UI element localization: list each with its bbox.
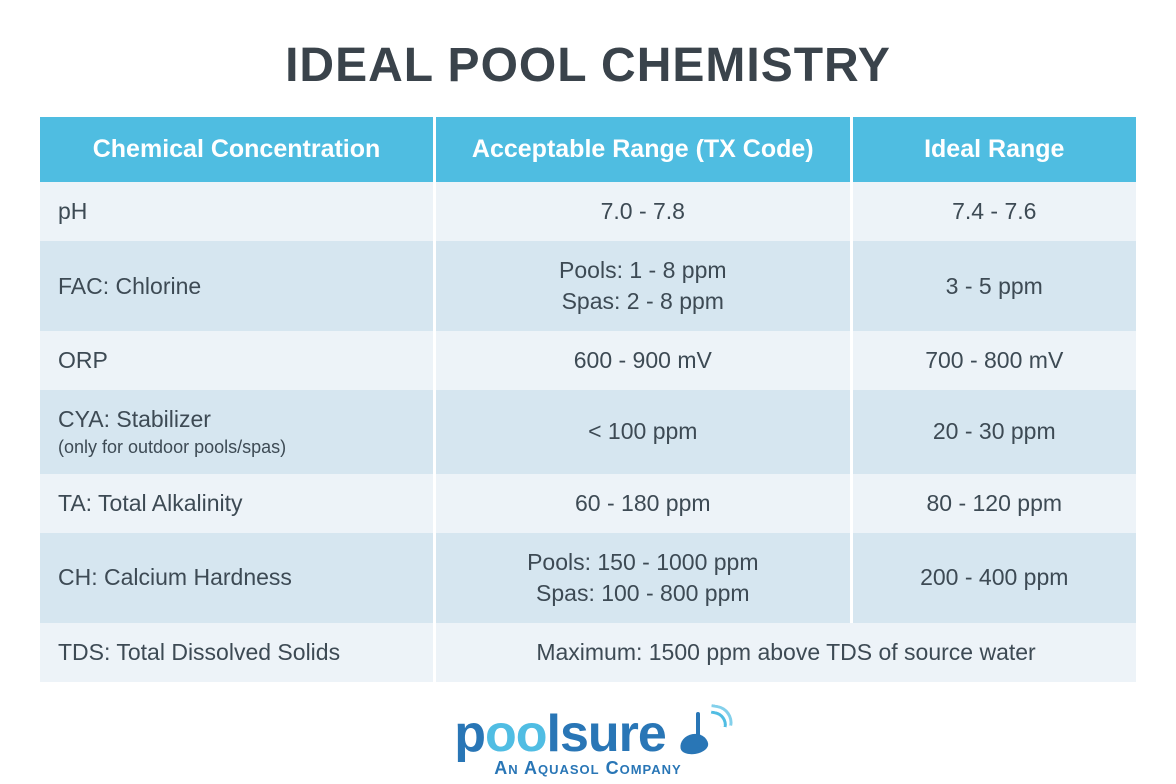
- logo-wordmark: poolsure: [454, 704, 722, 764]
- table-row: CYA: Stabilizer(only for outdoor pools/s…: [40, 390, 1136, 473]
- spanned-value: Maximum: 1500 ppm above TDS of source wa…: [435, 623, 1136, 682]
- acceptable-range: 7.0 - 7.8: [435, 182, 851, 241]
- ideal-range: 700 - 800 mV: [851, 331, 1136, 390]
- chemical-label: TA: Total Alkalinity: [40, 474, 435, 533]
- column-header: Ideal Range: [851, 117, 1136, 182]
- chemical-label: ORP: [40, 331, 435, 390]
- brand-logo: poolsure An Aquasol Company: [40, 704, 1136, 779]
- table-row: CH: Calcium HardnessPools: 150 - 1000 pp…: [40, 533, 1136, 623]
- acceptable-range: Pools: 150 - 1000 ppmSpas: 100 - 800 ppm: [435, 533, 851, 623]
- chemical-label: FAC: Chlorine: [40, 241, 435, 331]
- chemical-label: pH: [40, 182, 435, 241]
- chemical-label: CH: Calcium Hardness: [40, 533, 435, 623]
- acceptable-range: < 100 ppm: [435, 390, 851, 473]
- ideal-range: 3 - 5 ppm: [851, 241, 1136, 331]
- splash-icon: [674, 710, 722, 758]
- column-header: Chemical Concentration: [40, 117, 435, 182]
- column-header: Acceptable Range (TX Code): [435, 117, 851, 182]
- table-row: TDS: Total Dissolved SolidsMaximum: 1500…: [40, 623, 1136, 682]
- chemical-label: CYA: Stabilizer(only for outdoor pools/s…: [40, 390, 435, 473]
- ideal-range: 20 - 30 ppm: [851, 390, 1136, 473]
- table-row: pH7.0 - 7.87.4 - 7.6: [40, 182, 1136, 241]
- page-title: IDEAL POOL CHEMISTRY: [40, 38, 1136, 93]
- ideal-range: 80 - 120 ppm: [851, 474, 1136, 533]
- acceptable-range: Pools: 1 - 8 ppmSpas: 2 - 8 ppm: [435, 241, 851, 331]
- table-body: pH7.0 - 7.87.4 - 7.6FAC: ChlorinePools: …: [40, 182, 1136, 682]
- logo-tagline: An Aquasol Company: [40, 758, 1136, 779]
- ideal-range: 7.4 - 7.6: [851, 182, 1136, 241]
- table-row: FAC: ChlorinePools: 1 - 8 ppmSpas: 2 - 8…: [40, 241, 1136, 331]
- chemical-label: TDS: Total Dissolved Solids: [40, 623, 435, 682]
- table-row: ORP600 - 900 mV700 - 800 mV: [40, 331, 1136, 390]
- chemistry-table: Chemical ConcentrationAcceptable Range (…: [40, 117, 1136, 682]
- table-header-row: Chemical ConcentrationAcceptable Range (…: [40, 117, 1136, 182]
- ideal-range: 200 - 400 ppm: [851, 533, 1136, 623]
- acceptable-range: 60 - 180 ppm: [435, 474, 851, 533]
- acceptable-range: 600 - 900 mV: [435, 331, 851, 390]
- table-row: TA: Total Alkalinity60 - 180 ppm80 - 120…: [40, 474, 1136, 533]
